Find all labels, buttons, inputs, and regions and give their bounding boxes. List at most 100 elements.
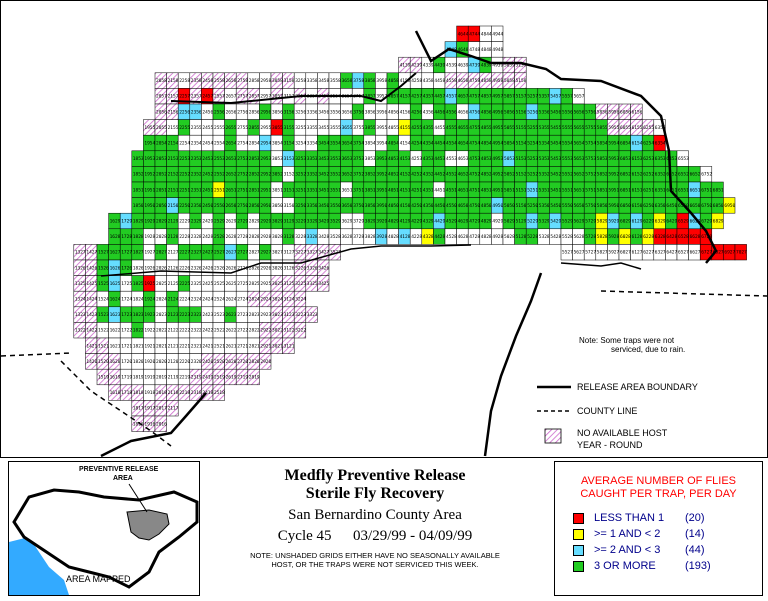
grid-cell-number: 3852 [365,172,376,178]
fly-swatch-green [573,560,584,572]
title-line2: Sterile Fly Recovery [305,485,445,502]
grid-cell-number: 6152 [632,172,643,178]
grid-cell-number: 4252 [411,172,422,178]
grid-cell-number: 4750 [469,203,480,209]
grid-cell-number: 2924 [260,297,271,303]
grid-cell-number: 1621 [110,343,121,349]
grid-cell-number: 1628 [110,234,121,240]
grid-cell-number: 3250 [295,203,306,209]
grid-cell-number: 5629 [574,219,585,225]
grid-cell-number: 4256 [411,109,422,115]
grid-cell-number: 5527 [562,250,573,256]
grid-cell-number: 5550 [562,203,573,209]
grid-cell-number: 6328 [655,234,666,240]
grid-cell-number: 2326 [191,265,202,271]
grid-cell-number: 1818 [133,390,144,396]
grid-cell-number: 4639 [458,63,469,69]
grid-cell-number: 3428 [318,234,329,240]
grid-cell-number: 2957 [260,94,271,100]
grid-cell-number: 2421 [202,343,213,349]
grid-cell-number: 1920 [144,359,155,365]
grid-cell-number: 4339 [423,63,434,69]
grid-cell-number: 3353 [307,156,318,162]
grid-cell-number: 5158 [516,78,527,84]
grid-cell-number: 1526 [98,265,109,271]
grid-cell-number: 4857 [481,94,492,100]
grid-cell-number: 5955 [608,125,619,131]
grid-cell-number: 5151 [516,187,527,193]
grid-cell [734,244,747,261]
grid-cell-number: 6627 [690,250,701,256]
grid-cell-number: 5751 [585,187,596,193]
grid-cell-number: 2222 [179,328,190,334]
grid-cell-number: 4552 [446,172,457,178]
grid-cell-number: 4357 [423,94,434,100]
grid-cell-number: 2857 [249,94,260,100]
grid-cell-number: 2627 [226,250,237,256]
grid-cell-number: 2151 [168,187,179,193]
grid-cell-number: 2025 [156,281,167,287]
grid-cell-number: 2058 [156,78,167,84]
grid-cell-number: 1955 [144,125,155,131]
grid-cell-number: 2853 [249,156,260,162]
title-cycle-row: Cycle 45 03/29/99 - 04/09/99 [208,528,542,545]
grid-cell-number: 1718 [121,390,132,396]
grid-cell-number: 3850 [365,203,376,209]
grid-cell-number: 2657 [226,94,237,100]
title-note2: HOST, OR THE TRAPS WERE NOT SERVICED THI… [271,560,479,569]
grid-cell-number: 5829 [597,219,608,225]
grid-cell-number: 1924 [144,297,155,303]
grid-cell-number: 3652 [342,172,353,178]
grid-cell-number: 3952 [376,172,387,178]
grid-cell-number: 2319 [191,375,202,381]
outer-boundary-south [100,392,207,457]
grid-cell-number: 4251 [411,187,422,193]
grid-cell-number: 3452 [318,172,329,178]
grid-cell-number: 1323 [75,312,86,318]
grid-cell-number: 2720 [237,359,248,365]
grid-cell-number: 6029 [620,219,631,225]
grid-cell-number: 5253 [527,156,538,162]
grid-cell-number: 2550 [214,203,225,209]
grid-cell-number: 1627 [110,250,121,256]
grid-cell-number: 1618 [110,390,121,396]
grid-cell-number: 1852 [133,172,144,178]
grid-cell-number: 4352 [423,172,434,178]
grid-cell-number: 2921 [260,343,271,349]
grid-cell-number: 2619 [226,375,237,381]
inset-caption: AREA MAPPED [66,574,131,584]
grid-cell-number: 1625 [110,281,121,287]
grid-cell-number: 2829 [249,219,260,225]
grid-cell-number: 3128 [284,234,295,240]
grid-cell-number: 3122 [284,328,295,334]
grid-cell-number: 2121 [168,343,179,349]
grid-cell-number: 4855 [481,125,492,131]
grid-cell [154,415,167,432]
grid-cell-number: 2955 [260,125,271,131]
grid-cell-number: 4939 [492,63,503,69]
grid-cell-number: 2454 [202,141,213,147]
title-dates: 03/29/99 - 04/09/99 [353,528,473,544]
grid-cell-number: 3026 [272,265,283,271]
grid-cell-number: 2427 [202,250,213,256]
grid-cell-number: 3023 [272,312,283,318]
grid-cell-number: 4139 [400,63,411,69]
grid-cell-number: 4253 [411,156,422,162]
grid-cell-number: 2525 [214,281,225,287]
grid-cell-number: 1950 [144,203,155,209]
grid-cell-number: 5153 [516,156,527,162]
grid-cell-number: 4451 [434,187,445,193]
grid-cell-number: 5450 [550,203,561,209]
inset-map-panel: PREVENTIVE RELEASE AREA [8,461,200,596]
grid-cell-number: 2219 [179,375,190,381]
grid-cell-number: 6128 [632,234,643,240]
grid-cell-number: 2920 [260,359,271,365]
grid-cell-number: 2852 [249,172,260,178]
grid-cell-number: 4250 [411,203,422,209]
grid-cell-number: 5129 [516,219,527,225]
grid-cell-number: 5627 [574,250,585,256]
grid-cell-number: 1522 [98,328,109,334]
grid-cell-number: 2950 [260,203,271,209]
grid-cell-number: 1427 [86,250,97,256]
grid-cell-number: 4028 [388,234,399,240]
